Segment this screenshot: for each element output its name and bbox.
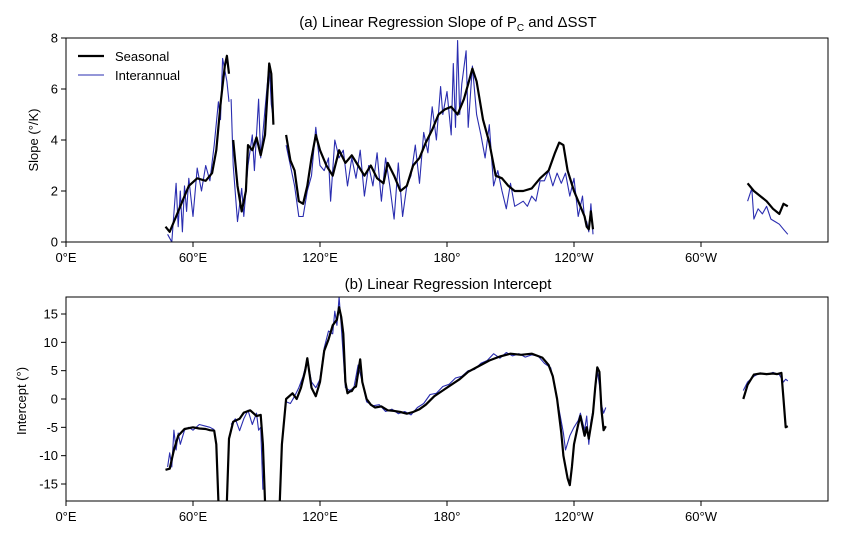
panel-b-y-tick-label: 5	[51, 363, 58, 378]
panel-b-interannual-line-segment-3	[285, 297, 607, 451]
panel-a-x-tick-label: 60°E	[179, 250, 208, 265]
panel-a-x-tick-label: 120°E	[302, 250, 338, 265]
panel-a-ticks: 0°E 60°E 120°E 180° 120°W 60°W 0 2 4 6 8	[51, 31, 718, 266]
panel-a-seasonal-line-segment-4	[746, 182, 789, 215]
panel-b-interannual-line-segment-2	[230, 409, 264, 490]
panel-b-seasonal-line-segment-4	[742, 371, 789, 429]
panel-b-ticks: 0°E 60°E 120°E 180° 120°W 60°W -15 -10 -5 0 5 10 15	[39, 307, 717, 525]
panel-a-x-tick-label: 120°W	[554, 250, 594, 265]
panel-a-y-tick-label: 6	[51, 82, 58, 97]
panel-b-y-tick-label: -10	[39, 448, 58, 463]
panel-b-x-tick-label: 180°	[434, 509, 461, 524]
panel-b-y-tick-label: -15	[39, 477, 58, 492]
panel-a-slope-chart: (a) Linear Regression Slope of PC and ΔS…	[26, 14, 829, 266]
panel-a-legend: Seasonal Interannual	[78, 49, 180, 83]
panel-a-title: (a) Linear Regression Slope of PC and ΔS…	[299, 14, 596, 34]
legend-seasonal-label: Seasonal	[115, 49, 169, 64]
panel-b-x-tick-label: 60°E	[179, 509, 208, 524]
panel-b-intercept-chart: (b) Linear Regression Intercept Intercep…	[14, 276, 829, 525]
panel-a-x-tick-label: 60°W	[685, 250, 718, 265]
panel-a-x-tick-label: 0°E	[55, 250, 76, 265]
legend-interannual-label: Interannual	[115, 68, 180, 83]
panel-a-y-tick-label: 4	[51, 133, 58, 148]
panel-a-interannual-line-segment-3	[285, 39, 594, 235]
panel-a-y-tick-label: 0	[51, 235, 58, 250]
panel-a-seasonal-line-segment-2	[232, 62, 275, 213]
panel-b-seasonal-line-segment-1	[165, 426, 220, 501]
panel-b-seasonal-line-segment-2	[225, 409, 267, 501]
panel-b-frame	[65, 296, 829, 502]
panel-b-series-layer	[165, 297, 789, 501]
panel-a-x-tick-label: 180°	[434, 250, 461, 265]
panel-b-seasonal-line-segment-3	[278, 306, 607, 501]
panel-b-y-tick-label: 0	[51, 392, 58, 407]
panel-b-x-tick-label: 0°E	[55, 509, 76, 524]
panel-a-frame	[65, 37, 829, 243]
panel-a-seasonal-line-segment-3	[285, 67, 595, 231]
panel-b-x-tick-label: 120°W	[554, 509, 594, 524]
panel-a-y-tick-label: 8	[51, 31, 58, 46]
panel-b-y-tick-label: -5	[46, 420, 58, 435]
panel-a-y-axis-label: Slope (°/K)	[26, 108, 41, 171]
panel-b-y-axis-label: Intercept (°)	[14, 367, 29, 435]
panel-b-x-tick-label: 60°W	[685, 509, 718, 524]
panel-b-x-tick-label: 120°E	[302, 509, 338, 524]
panel-a-interannual-line-segment-4	[747, 187, 789, 235]
panel-a-seasonal-line-segment-1	[164, 54, 231, 233]
panel-a-series-layer	[164, 39, 789, 242]
panel-a-y-tick-label: 2	[51, 184, 58, 199]
panel-b-y-tick-label: 10	[44, 335, 58, 350]
panel-b-y-tick-label: 15	[44, 307, 58, 322]
panel-b-title: (b) Linear Regression Intercept	[345, 276, 553, 293]
